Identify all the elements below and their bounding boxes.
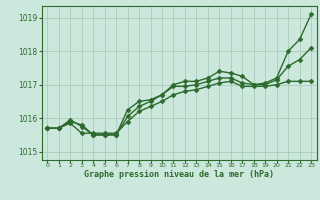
X-axis label: Graphe pression niveau de la mer (hPa): Graphe pression niveau de la mer (hPa) [84, 170, 274, 179]
